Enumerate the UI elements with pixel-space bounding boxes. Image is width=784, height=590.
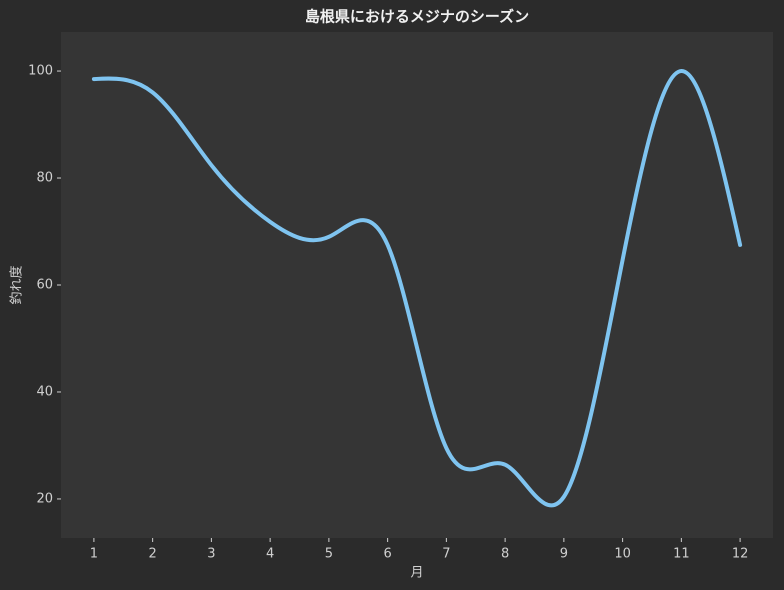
chart-title: 島根県におけるメジナのシーズン bbox=[305, 8, 529, 26]
y-tick-label: 100 bbox=[28, 64, 53, 79]
x-tick-label: 2 bbox=[149, 547, 157, 562]
x-tick-label: 1 bbox=[90, 547, 98, 562]
x-tick-label: 4 bbox=[266, 547, 274, 562]
y-axis-label: 釣れ度 bbox=[9, 265, 25, 304]
x-tick-label: 8 bbox=[501, 547, 509, 562]
x-tick-label: 6 bbox=[383, 547, 391, 562]
x-tick-label: 10 bbox=[614, 547, 631, 562]
x-tick-label: 5 bbox=[325, 547, 333, 562]
y-tick-label: 60 bbox=[36, 278, 53, 293]
y-tick-label: 20 bbox=[36, 491, 53, 506]
x-tick-label: 12 bbox=[732, 547, 749, 562]
series-line bbox=[91, 69, 743, 508]
y-tick-label: 80 bbox=[36, 171, 53, 186]
x-tick-label: 11 bbox=[673, 547, 690, 562]
y-tick-label: 40 bbox=[36, 384, 53, 399]
x-tick-label: 9 bbox=[560, 547, 568, 562]
x-axis-label: 月 bbox=[410, 566, 423, 581]
x-tick-label: 3 bbox=[207, 547, 215, 562]
x-tick-label: 7 bbox=[442, 547, 450, 562]
